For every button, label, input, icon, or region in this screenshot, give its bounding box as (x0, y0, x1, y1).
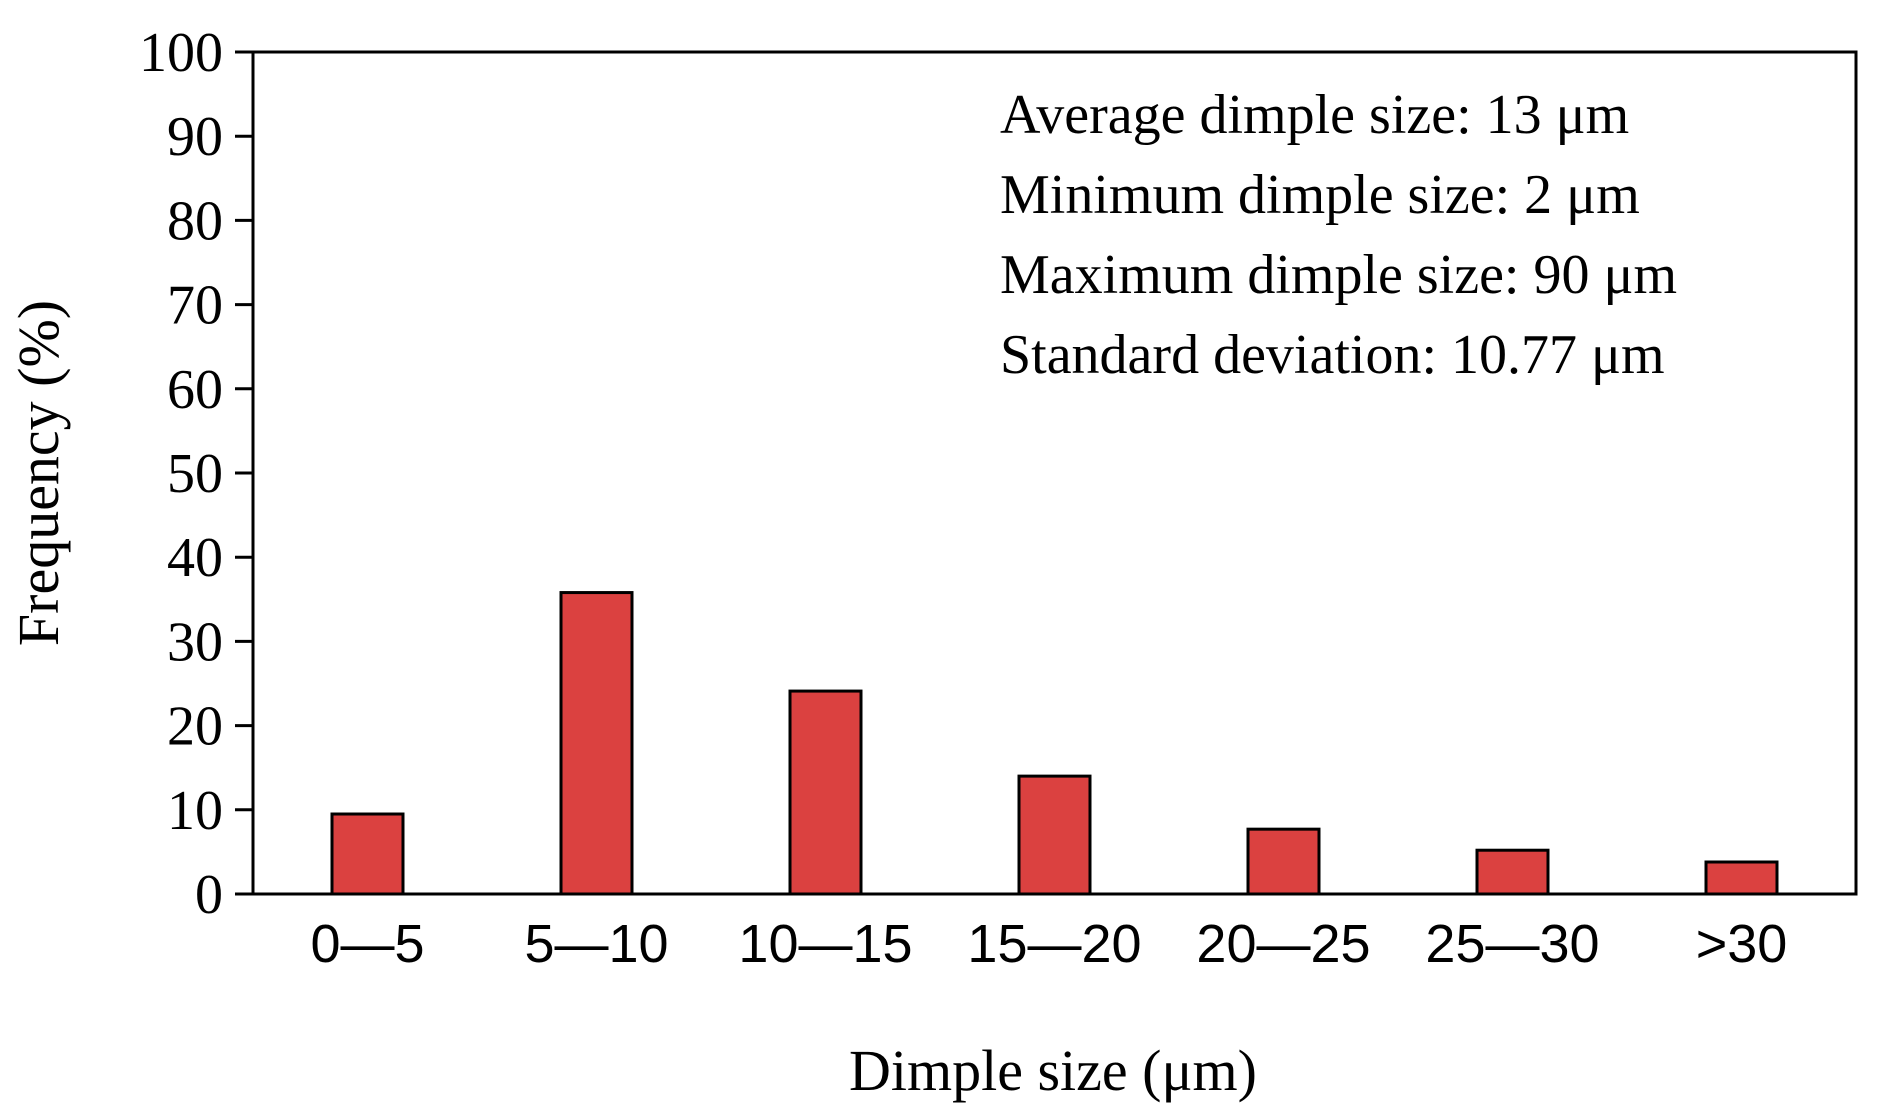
x-tick-label: 10—15 (738, 914, 912, 974)
bar (1704, 860, 1779, 896)
x-tick-label: 25—30 (1425, 914, 1599, 974)
annotation-box: Average dimple size: 13 μm Minimum dimpl… (1000, 84, 1677, 386)
y-tick-label: 0 (195, 864, 223, 926)
bar (559, 591, 634, 896)
x-tick-label: 0—5 (310, 914, 424, 974)
bars (330, 591, 1779, 896)
y-tick-label: 70 (167, 275, 223, 337)
y-axis-label: Frequency (%) (6, 300, 71, 646)
bar (330, 812, 405, 896)
bar (1017, 774, 1092, 896)
bar (1246, 827, 1321, 896)
y-tick-label: 80 (167, 190, 223, 252)
x-axis-label: Dimple size (μm) (849, 1038, 1257, 1103)
annotation-maximum: Maximum dimple size: 90 μm (1000, 244, 1677, 306)
annotation-average: Average dimple size: 13 μm (1000, 84, 1629, 146)
annotation-minimum: Minimum dimple size: 2 μm (1000, 164, 1640, 226)
x-tick-label: 20—25 (1196, 914, 1370, 974)
y-tick-label: 90 (167, 106, 223, 168)
annotation-std-dev: Standard deviation: 10.77 μm (1000, 324, 1665, 386)
plot-frame (251, 50, 1858, 896)
x-tick-label: >30 (1696, 914, 1788, 974)
x-tick-label: 5—10 (524, 914, 668, 974)
y-axis-ticks: 0 10 20 30 40 50 60 70 80 90 100 (139, 22, 253, 926)
y-tick-label: 40 (167, 527, 223, 589)
y-tick-label: 10 (167, 780, 223, 842)
bar (1475, 848, 1550, 896)
x-tick-label: 15—20 (967, 914, 1141, 974)
bar (788, 689, 863, 896)
x-axis-ticks: 0—5 5—10 10—15 15—20 20—25 25—30 >30 (310, 914, 1787, 974)
y-tick-label: 30 (167, 611, 223, 673)
y-tick-label: 100 (139, 22, 223, 84)
y-tick-label: 50 (167, 443, 223, 505)
y-tick-label: 20 (167, 696, 223, 758)
y-tick-label: 60 (167, 359, 223, 421)
